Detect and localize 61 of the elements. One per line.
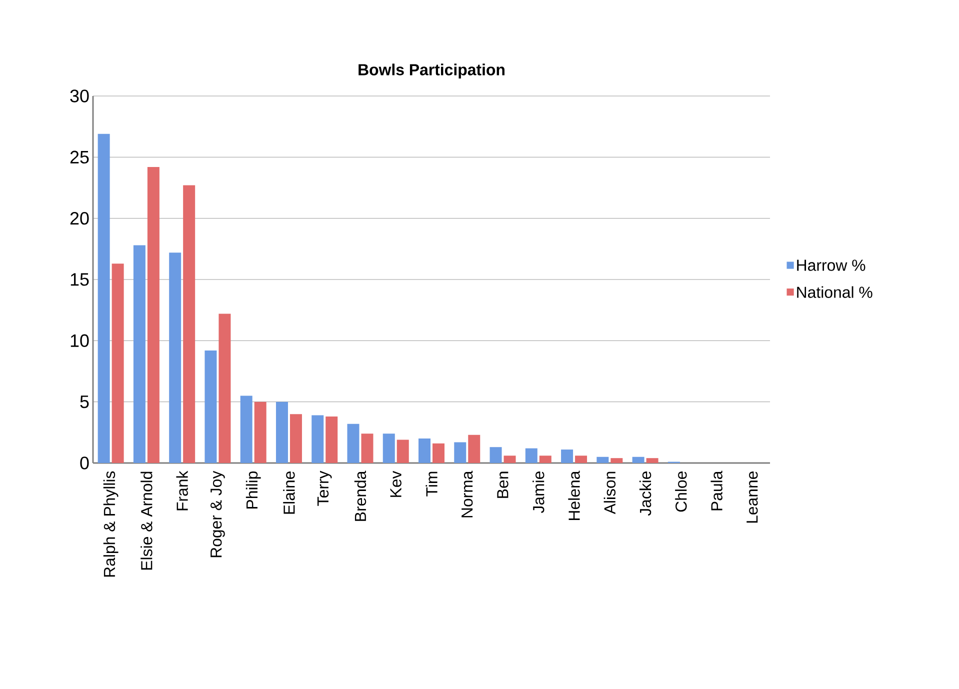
x-tick-label: Jamie <box>532 471 544 514</box>
y-tick-label: 5 <box>80 396 89 408</box>
bar <box>98 134 110 463</box>
x-tick-label: Paula <box>710 470 722 510</box>
x-tick-label: Jackie <box>639 471 652 516</box>
x-tick-label: Roger & Joy <box>210 470 225 558</box>
x-tick-label: Elaine <box>283 471 295 514</box>
x-tick-label: Kev <box>390 470 402 497</box>
x-tick-label: Norma <box>462 470 473 518</box>
bar <box>575 456 588 463</box>
bar <box>112 264 124 463</box>
x-tick-label: Ben <box>497 472 508 498</box>
chart-title: Bowls Participation <box>358 64 504 78</box>
x-tick-label: Frank <box>176 470 188 510</box>
x-tick-label: Philip <box>246 471 261 508</box>
bar <box>646 458 658 463</box>
bar <box>133 245 146 463</box>
bar <box>361 434 374 463</box>
bar <box>525 448 538 463</box>
bar <box>147 166 160 463</box>
bar <box>290 414 302 463</box>
bar <box>468 434 480 463</box>
bar <box>596 456 609 463</box>
bar <box>490 447 502 463</box>
bar <box>454 442 466 463</box>
bar <box>347 424 360 463</box>
bar <box>561 450 574 463</box>
x-tick-label: Chloe <box>675 471 687 512</box>
y-tick-label: 15 <box>70 273 89 286</box>
x-tick-label: Tim <box>426 472 438 496</box>
bar <box>632 456 644 463</box>
bar <box>418 438 431 463</box>
y-tick-label: 25 <box>70 150 89 164</box>
x-tick-label: Leanne <box>746 471 758 523</box>
bar <box>312 415 324 463</box>
x-tick-label: Elsie & Arnold <box>140 472 152 570</box>
bar <box>326 416 338 463</box>
bar <box>240 396 252 463</box>
bar <box>169 252 182 463</box>
x-tick-label: Alison <box>604 472 616 514</box>
x-tick-label: Terry <box>317 470 332 506</box>
bar <box>276 402 288 463</box>
bar <box>504 456 516 463</box>
x-tick-label: Ralph & Phyllis <box>103 471 118 577</box>
x-tick-label: Brenda <box>354 470 366 521</box>
bar <box>204 350 217 463</box>
bar <box>432 443 444 463</box>
legend-label: National % <box>797 286 872 298</box>
bar <box>396 440 409 463</box>
y-tick-label: 20 <box>70 212 89 225</box>
bar <box>218 314 231 463</box>
bar <box>610 458 623 463</box>
y-tick-label: 10 <box>70 334 89 348</box>
legend-label: Harrow % <box>797 260 866 271</box>
y-tick-label: 0 <box>80 456 89 470</box>
bar <box>183 185 196 463</box>
x-tick-label: Helena <box>568 470 580 520</box>
y-tick-label: 30 <box>70 90 89 102</box>
bar <box>254 402 266 463</box>
bar <box>382 434 395 463</box>
bar <box>539 456 552 463</box>
